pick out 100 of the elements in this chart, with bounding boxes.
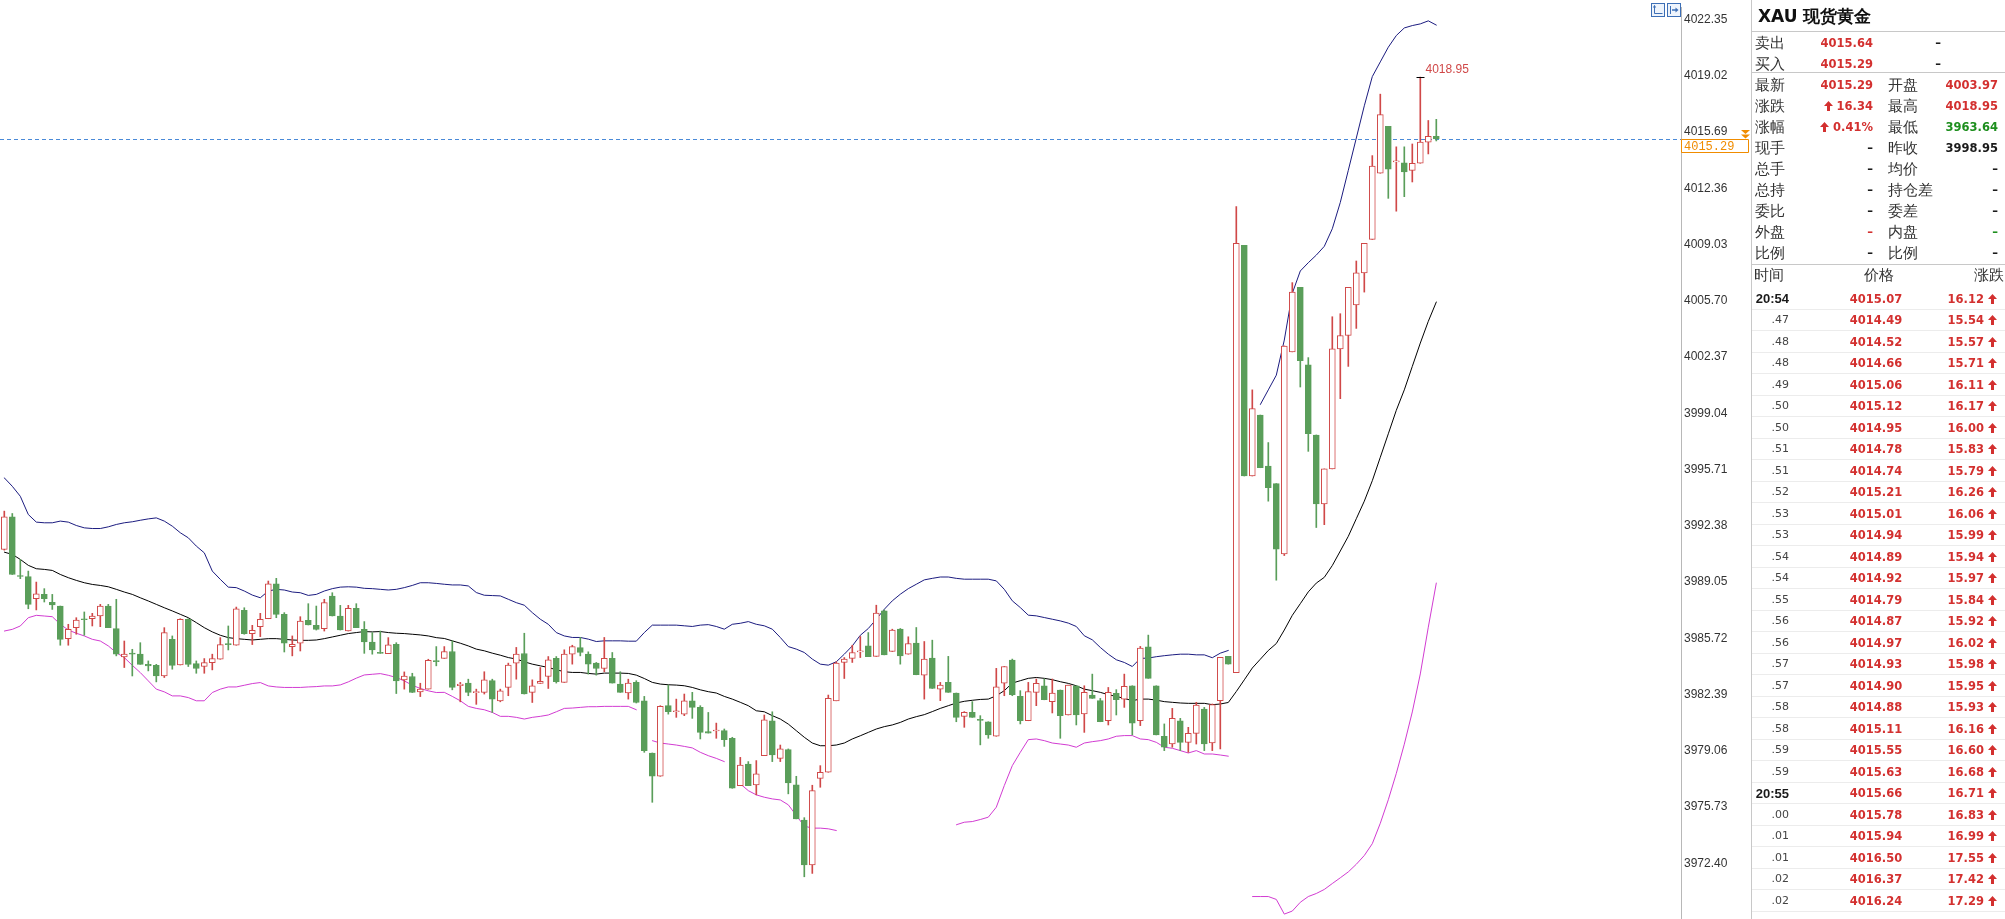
candlestick	[712, 722, 720, 739]
text: XAU 现货黄金	[1758, 6, 1872, 26]
text: 4014.97	[1849, 635, 1903, 650]
text: .47	[1771, 313, 1789, 327]
text: 现手	[1755, 138, 1785, 157]
candlestick	[80, 611, 88, 636]
text: 16.83	[1947, 807, 1984, 822]
text: .53	[1771, 528, 1789, 542]
text: .55	[1771, 592, 1789, 606]
text: .57	[1771, 678, 1789, 692]
text: 昨收	[1888, 138, 1918, 157]
y-tick-label: 4012.36	[1684, 180, 1728, 195]
text: 4014.93	[1849, 657, 1903, 672]
y-tick-label: 3999.04	[1684, 405, 1728, 420]
text: 15.79	[1947, 463, 1984, 478]
text: –	[1992, 246, 1998, 260]
candlestick	[312, 605, 320, 631]
text: 15.57	[1947, 334, 1984, 349]
text: 4015.78	[1849, 807, 1903, 822]
text: .56	[1771, 635, 1789, 649]
text: 4015.06	[1849, 377, 1903, 392]
candlestick	[1336, 313, 1344, 399]
text: .48	[1771, 356, 1789, 370]
text: 委比	[1755, 201, 1785, 220]
text: 最低	[1888, 117, 1918, 136]
y-tick-label: 3989.05	[1684, 574, 1728, 589]
text: –	[1992, 162, 1998, 176]
text: .54	[1771, 571, 1789, 585]
y-tick-label: 4019.02	[1684, 68, 1728, 83]
text: 16.06	[1947, 506, 1984, 521]
text: –	[1867, 246, 1873, 260]
text: 20:54	[1755, 291, 1789, 307]
candlestick	[472, 688, 480, 705]
y-tick-label: 3975.73	[1684, 799, 1728, 814]
text: 外盘	[1755, 222, 1785, 241]
text: 4014.88	[1849, 700, 1903, 715]
text: –	[1867, 141, 1873, 155]
text: –	[1867, 183, 1873, 197]
text: 16.99	[1947, 829, 1984, 844]
text: –	[1992, 183, 1998, 197]
candlestick	[672, 698, 680, 718]
text: .01	[1771, 850, 1789, 864]
text: .50	[1771, 420, 1789, 434]
text: –	[1992, 204, 1998, 218]
text: 16.71	[1947, 786, 1984, 801]
text: .49	[1771, 377, 1789, 391]
text: 价格	[1864, 266, 1894, 284]
text: 买入	[1755, 54, 1785, 73]
text: 4015.12	[1849, 399, 1903, 414]
text: 4014.95	[1849, 420, 1903, 435]
text: 15.84	[1947, 592, 1984, 607]
candlestick	[1400, 146, 1408, 197]
text: .51	[1771, 442, 1789, 456]
text: 16.26	[1947, 485, 1984, 500]
text: 3998.95	[1945, 141, 1998, 155]
candlestick	[1392, 146, 1400, 212]
candlestick	[840, 657, 848, 679]
text: .02	[1771, 893, 1789, 907]
y-tick-label: 3995.71	[1684, 461, 1728, 476]
text: 4014.78	[1849, 442, 1903, 457]
text: 4014.52	[1849, 334, 1903, 349]
y-tick-label: 4002.37	[1684, 349, 1728, 364]
text: 17.29	[1947, 893, 1984, 908]
candlestick	[664, 684, 672, 715]
text: 15.98	[1947, 657, 1984, 672]
text: 4014.66	[1849, 356, 1903, 371]
text: 15.93	[1947, 700, 1984, 715]
text: 涨跌	[1974, 266, 2004, 284]
text: 17.42	[1947, 872, 1984, 887]
text: –	[1935, 36, 1941, 50]
y-tick-label: 4015.69	[1684, 124, 1728, 139]
text: –	[1935, 57, 1941, 71]
text: 16.12	[1947, 291, 1984, 306]
text: –	[1867, 204, 1873, 218]
text: 总持	[1755, 180, 1785, 199]
text: 4015.29	[1820, 78, 1873, 92]
text: .58	[1771, 700, 1789, 714]
text: .50	[1771, 399, 1789, 413]
candlestick	[704, 712, 712, 734]
text: 15.94	[1947, 549, 1984, 564]
text: –	[1867, 162, 1873, 176]
text: .59	[1771, 764, 1789, 778]
text: .52	[1771, 485, 1789, 499]
text: 最高	[1888, 96, 1918, 115]
candlestick	[536, 667, 544, 684]
text: 4016.37	[1849, 872, 1903, 887]
candlestick	[1408, 143, 1416, 183]
text: 均价	[1888, 159, 1918, 178]
text: 4014.87	[1849, 614, 1903, 629]
text: 4014.79	[1849, 592, 1903, 607]
text: 15.83	[1947, 442, 1984, 457]
text: .01	[1771, 829, 1789, 843]
y-tick-label: 3992.38	[1684, 518, 1728, 533]
text: 20:55	[1755, 785, 1789, 801]
text: 15.99	[1947, 528, 1984, 543]
text: .57	[1771, 657, 1789, 671]
text: 15.97	[1947, 571, 1984, 586]
candlestick	[248, 624, 256, 645]
text: .59	[1771, 743, 1789, 757]
text: 4015.55	[1849, 743, 1903, 758]
